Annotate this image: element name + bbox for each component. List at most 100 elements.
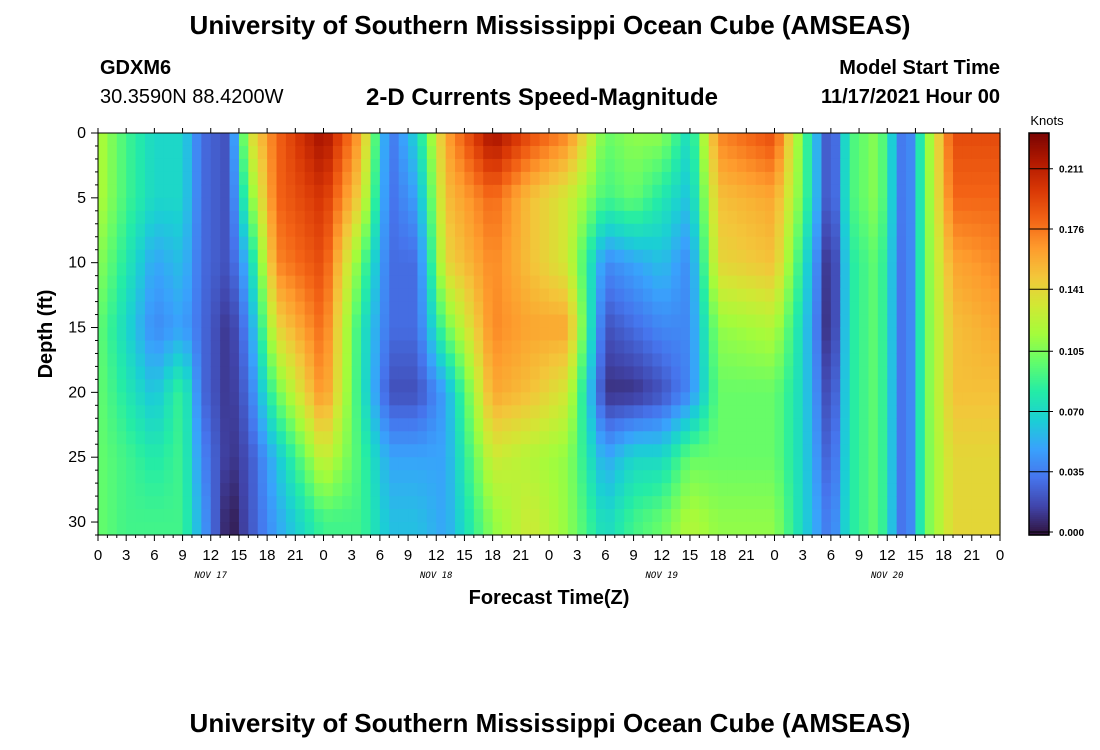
heatmap-cell — [417, 314, 428, 329]
heatmap-cell — [652, 340, 663, 355]
heatmap-cell — [981, 418, 992, 432]
heatmap-cell — [154, 327, 165, 342]
heatmap-cell — [812, 171, 823, 186]
heatmap-cell — [953, 133, 964, 147]
colorbar-swatch — [1029, 376, 1049, 379]
heatmap-cell — [558, 431, 569, 445]
heatmap-cell — [755, 262, 766, 277]
heatmap-cell — [389, 509, 400, 523]
x-tick-label: 21 — [287, 547, 304, 564]
heatmap-cell — [812, 431, 823, 445]
heatmap-cell — [361, 262, 372, 277]
heatmap-cell — [708, 327, 719, 342]
heatmap-cell — [605, 509, 616, 523]
heatmap-cell — [671, 314, 682, 329]
heatmap-cell — [116, 158, 127, 173]
heatmap-cell — [361, 288, 372, 303]
heatmap-cell — [464, 470, 475, 484]
heatmap-cell — [849, 457, 860, 471]
heatmap-cell — [210, 184, 221, 199]
heatmap-cell — [680, 522, 691, 536]
heatmap-cell — [144, 509, 155, 523]
heatmap-cell — [708, 418, 719, 432]
heatmap-cell — [370, 275, 381, 290]
heatmap-cell — [793, 184, 804, 199]
heatmap-cell — [661, 470, 672, 484]
heatmap-cell — [511, 366, 522, 380]
heatmap-cell — [924, 509, 935, 523]
heatmap-cell — [718, 249, 729, 264]
heatmap-cell — [830, 340, 841, 355]
heatmap-cell — [173, 353, 184, 368]
heatmap-cell — [417, 496, 428, 510]
heatmap-cell — [624, 184, 635, 199]
heatmap-cell — [802, 509, 813, 523]
heatmap-cell — [868, 223, 879, 238]
heatmap-cell — [539, 210, 550, 225]
heatmap-cell — [398, 444, 409, 458]
heatmap-cell — [248, 483, 259, 497]
heatmap-cell — [182, 418, 193, 432]
heatmap-cell — [398, 275, 409, 290]
heatmap-cell — [238, 133, 249, 147]
heatmap-cell — [370, 249, 381, 264]
heatmap-cell — [943, 249, 954, 264]
heatmap-cell — [361, 457, 372, 471]
heatmap-cell — [126, 223, 137, 238]
heatmap-cell — [163, 288, 174, 303]
heatmap-cell — [802, 496, 813, 510]
heatmap-cell — [671, 288, 682, 303]
heatmap-cell — [220, 158, 231, 173]
heatmap-cell — [445, 405, 456, 419]
heatmap-cell — [671, 210, 682, 225]
heatmap-cell — [304, 158, 315, 173]
colorbar-swatch — [1029, 416, 1049, 420]
heatmap-cell — [990, 197, 1001, 212]
y-axis-label: Depth (ft) — [35, 290, 57, 379]
heatmap-cell — [229, 210, 240, 225]
heatmap-cell — [398, 158, 409, 173]
heatmap-cell — [746, 249, 757, 264]
heatmap-cell — [530, 522, 541, 536]
heatmap-cell — [351, 392, 362, 406]
heatmap-cell — [351, 301, 362, 316]
heatmap-cell — [840, 457, 851, 471]
heatmap-cell — [351, 431, 362, 445]
heatmap-cell — [558, 275, 569, 290]
heatmap-cell — [746, 392, 757, 406]
heatmap-cell — [774, 210, 785, 225]
heatmap-cell — [248, 496, 259, 510]
colorbar-swatch — [1029, 181, 1049, 184]
heatmap-cell — [727, 184, 738, 199]
heatmap-cell — [370, 197, 381, 212]
heatmap-cell — [990, 275, 1001, 290]
heatmap-cell — [718, 470, 729, 484]
heatmap-cell — [624, 379, 635, 393]
heatmap-cell — [126, 184, 137, 199]
heatmap-cell — [361, 340, 372, 355]
heatmap-cell — [840, 405, 851, 419]
heatmap-cell — [877, 405, 888, 419]
heatmap-cell — [934, 236, 945, 251]
heatmap-cell — [624, 366, 635, 380]
heatmap-cell — [473, 236, 484, 251]
heatmap-cell — [699, 470, 710, 484]
heatmap-cell — [314, 249, 325, 264]
heatmap-cell — [614, 184, 625, 199]
heatmap-cell — [191, 158, 202, 173]
heatmap-cell — [436, 418, 447, 432]
heatmap-cell — [671, 133, 682, 147]
heatmap-cell — [220, 444, 231, 458]
heatmap-cell — [821, 262, 832, 277]
heatmap-cell — [332, 392, 343, 406]
colorbar-swatch — [1029, 303, 1049, 307]
heatmap-cell — [708, 171, 719, 186]
heatmap-cell — [736, 236, 747, 251]
heatmap-cell — [492, 340, 503, 355]
heatmap-cell — [426, 249, 437, 264]
heatmap-cell — [511, 314, 522, 329]
heatmap-cell — [417, 133, 428, 147]
heatmap-cell — [962, 158, 973, 173]
heatmap-cell — [107, 327, 118, 342]
heatmap-cell — [830, 509, 841, 523]
